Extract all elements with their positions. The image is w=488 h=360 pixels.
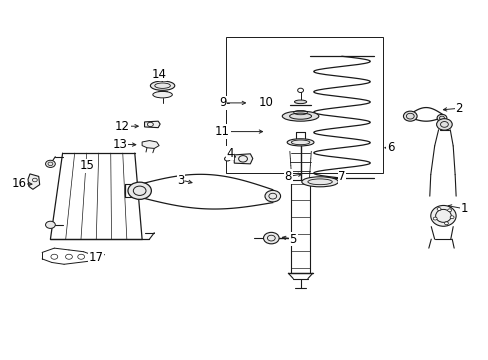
Circle shape <box>128 182 151 199</box>
Ellipse shape <box>430 206 455 226</box>
Circle shape <box>432 217 436 220</box>
Bar <box>290 180 310 273</box>
Text: 13: 13 <box>113 138 127 150</box>
Text: 5: 5 <box>289 233 296 246</box>
Text: 17: 17 <box>88 251 103 264</box>
Circle shape <box>403 111 416 121</box>
Polygon shape <box>142 140 159 148</box>
Text: 6: 6 <box>386 141 394 154</box>
Text: 14: 14 <box>151 68 166 81</box>
Ellipse shape <box>294 100 306 104</box>
Text: 9: 9 <box>218 96 226 109</box>
Text: 3: 3 <box>177 174 184 186</box>
Circle shape <box>444 222 447 225</box>
Text: 16: 16 <box>12 177 27 190</box>
Text: 11: 11 <box>215 125 229 138</box>
Circle shape <box>447 209 451 212</box>
Text: 4: 4 <box>225 147 233 159</box>
Circle shape <box>263 232 279 244</box>
Circle shape <box>436 114 446 122</box>
Ellipse shape <box>153 91 172 98</box>
Circle shape <box>449 216 453 219</box>
Text: 15: 15 <box>80 159 95 172</box>
Ellipse shape <box>282 111 318 121</box>
Circle shape <box>436 208 440 211</box>
Ellipse shape <box>301 177 338 187</box>
Circle shape <box>224 157 230 161</box>
Polygon shape <box>144 121 160 128</box>
Polygon shape <box>28 174 40 189</box>
Circle shape <box>436 119 451 130</box>
Text: 2: 2 <box>454 102 462 115</box>
Text: 8: 8 <box>284 170 291 183</box>
Bar <box>225 37 383 173</box>
Circle shape <box>264 190 280 202</box>
Text: 12: 12 <box>115 120 130 133</box>
Ellipse shape <box>286 139 313 146</box>
Circle shape <box>45 160 55 167</box>
Ellipse shape <box>150 81 174 90</box>
Text: 1: 1 <box>459 202 467 215</box>
Polygon shape <box>234 154 252 164</box>
Circle shape <box>45 221 55 228</box>
Text: 7: 7 <box>338 170 345 183</box>
Text: 10: 10 <box>259 96 273 109</box>
